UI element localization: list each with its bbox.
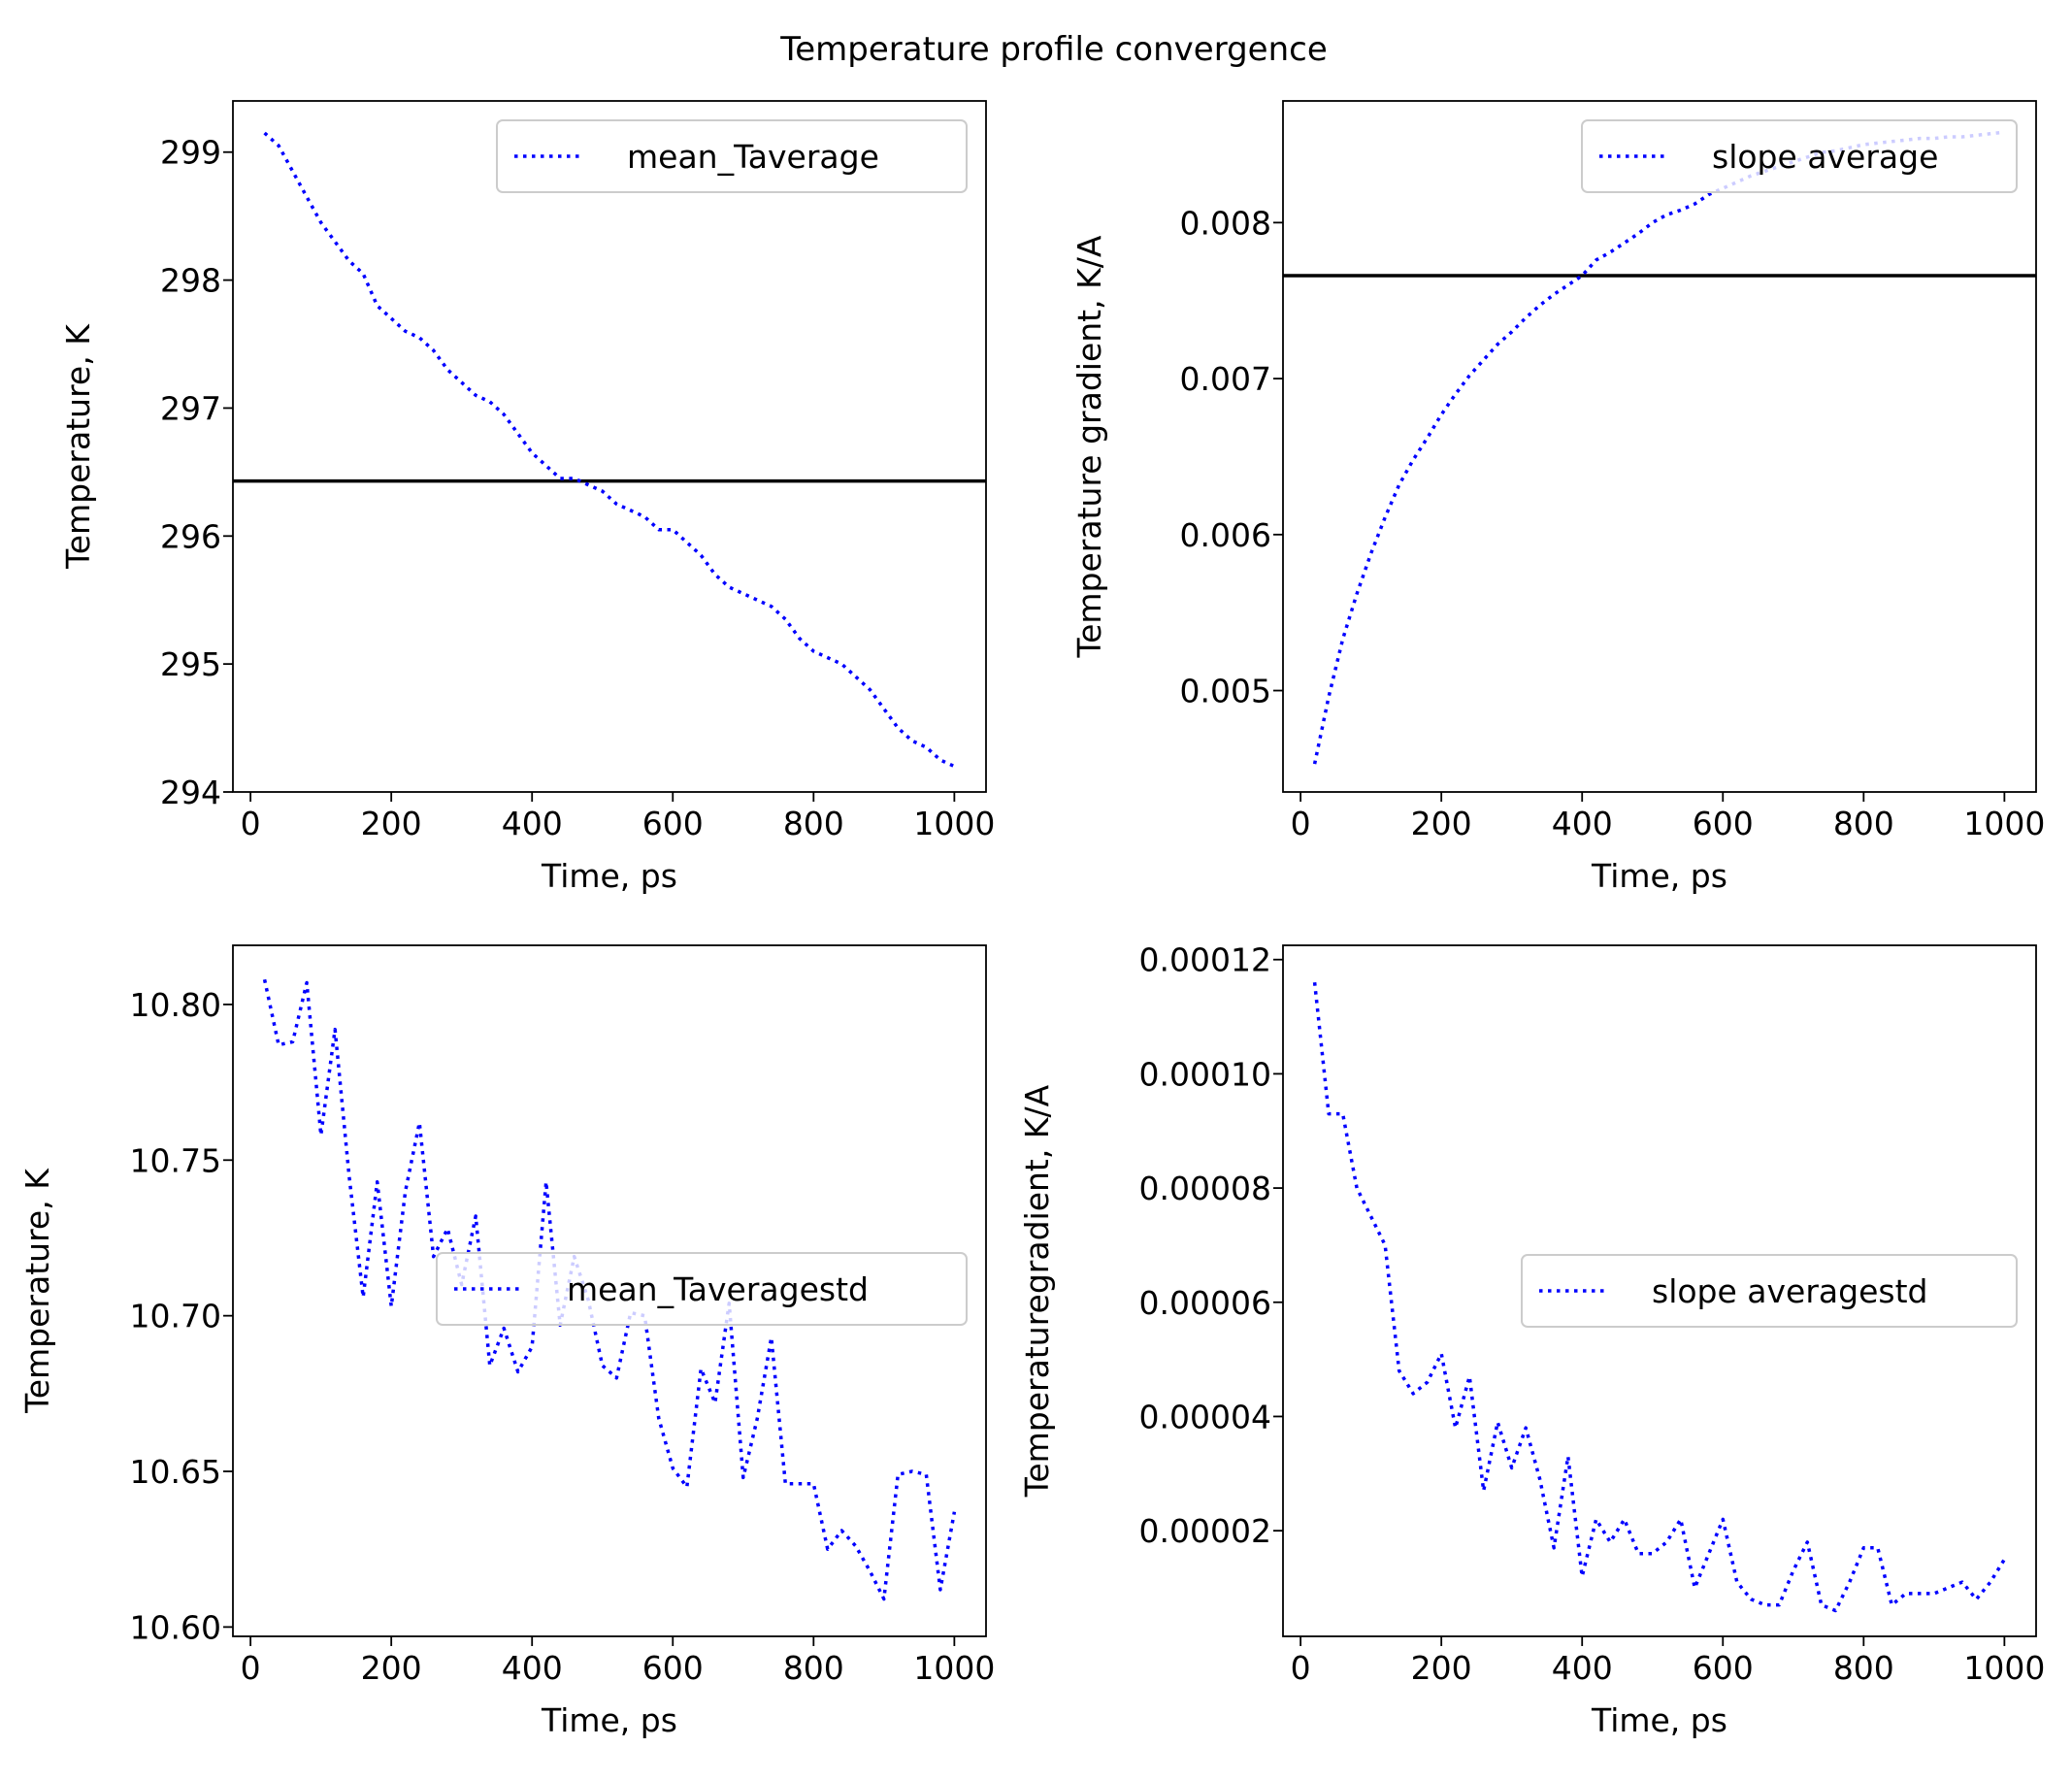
legend: mean_Taverage xyxy=(496,119,968,193)
y-tick-label: 0.005 xyxy=(1180,673,1271,710)
series-line-1 xyxy=(1312,130,2005,765)
y-tick-label: 295 xyxy=(160,645,221,683)
x-tick-label: 800 xyxy=(783,805,844,842)
legend-box xyxy=(1581,119,2018,193)
y-tick-label: 10.60 xyxy=(130,1608,221,1646)
y-tick-label: 10.75 xyxy=(130,1141,221,1179)
y-axis-label: Temperaturegradient, K/A xyxy=(1018,1084,1056,1498)
x-tick-label: 0 xyxy=(241,805,261,842)
x-tick-label: 0 xyxy=(1291,1649,1311,1687)
y-tick-label: 298 xyxy=(160,262,221,300)
legend-label: mean_Taverage xyxy=(627,138,879,176)
x-tick-label: 800 xyxy=(1833,805,1894,842)
chart-panel-1: 0 200 400 600 800 1000 294 295 296 297 298 299 Time,… xyxy=(59,100,995,895)
y-axis-label: Temperature gradient, K/A xyxy=(1070,235,1108,658)
axes-frame xyxy=(1282,944,2037,1637)
x-tick-label: 0 xyxy=(1291,805,1311,842)
chart-panel-2: 0 200 400 600 800 1000 0.005 0.006 0.007 0.008 Tim… xyxy=(1070,100,2045,895)
y-tick-label: 10.65 xyxy=(130,1453,221,1491)
x-tick-label: 200 xyxy=(1411,1649,1472,1687)
y-tick-label: 10.70 xyxy=(130,1298,221,1335)
y-tick-label: 0.006 xyxy=(1180,516,1271,554)
chart-panel-3: 0 200 400 600 800 1000 10.60 10.65 10.70 10.75 10.… xyxy=(18,944,995,1739)
x-tick-label: 600 xyxy=(642,1649,704,1687)
y-tick-label: 294 xyxy=(160,774,221,811)
y-tick-label: 0.00010 xyxy=(1139,1055,1271,1093)
y-tick-label: 0.00002 xyxy=(1139,1512,1271,1550)
x-tick-label: 1000 xyxy=(1963,805,2045,842)
x-tick-label: 1000 xyxy=(913,1649,995,1687)
chart-panel-4: 0 200 400 600 800 1000 0.00002 0.00004 0.00006 0.… xyxy=(1018,941,2045,1739)
legend-box xyxy=(496,119,968,193)
y-tick-label: 0.00004 xyxy=(1139,1398,1271,1435)
x-tick-label: 800 xyxy=(783,1649,844,1687)
y-tick-label: 299 xyxy=(160,134,221,172)
y-tick-label: 296 xyxy=(160,517,221,555)
legend: mean_Taveragestd xyxy=(436,1252,968,1326)
legend: slope averagestd xyxy=(1521,1254,2018,1328)
legend: slope average xyxy=(1581,119,2018,193)
x-tick-label: 600 xyxy=(1693,1649,1754,1687)
x-tick-label: 400 xyxy=(1552,805,1613,842)
x-tick-label: 1000 xyxy=(913,805,995,842)
legend-label: slope average xyxy=(1712,138,1938,176)
y-axis-label: Temperature, K xyxy=(18,1168,56,1414)
y-tick-label: 0.00006 xyxy=(1139,1284,1271,1322)
y-tick-label: 0.00012 xyxy=(1139,941,1271,979)
y-tick-label: 297 xyxy=(160,389,221,427)
legend-label: mean_Taveragestd xyxy=(567,1270,869,1308)
x-tick-label: 200 xyxy=(361,1649,422,1687)
legend-label: slope averagestd xyxy=(1652,1272,1927,1310)
figure-title: Temperature profile convergence xyxy=(779,30,1328,69)
x-tick-label: 400 xyxy=(502,805,563,842)
y-tick-label: 0.008 xyxy=(1180,204,1271,242)
x-tick-label: 400 xyxy=(1552,1649,1613,1687)
x-axis-label: Time, ps xyxy=(1591,1701,1727,1739)
series-line-1 xyxy=(262,978,957,1601)
axes-frame xyxy=(232,100,987,793)
x-tick-label: 800 xyxy=(1833,1649,1894,1687)
x-axis-label: Time, ps xyxy=(1591,857,1727,895)
y-tick-label: 0.007 xyxy=(1180,360,1271,398)
x-tick-label: 1000 xyxy=(1963,1649,2045,1687)
x-tick-label: 200 xyxy=(361,805,422,842)
legend-box xyxy=(1521,1254,2018,1328)
axes-frame xyxy=(232,944,987,1637)
x-tick-label: 0 xyxy=(241,1649,261,1687)
x-tick-label: 600 xyxy=(642,805,704,842)
x-tick-label: 400 xyxy=(502,1649,563,1687)
series-line-1 xyxy=(263,131,956,769)
x-axis-label: Time, ps xyxy=(541,857,677,895)
y-tick-label: 10.80 xyxy=(130,986,221,1024)
y-tick-label: 0.00008 xyxy=(1139,1170,1271,1207)
x-tick-label: 600 xyxy=(1693,805,1754,842)
x-axis-label: Time, ps xyxy=(541,1701,677,1739)
x-tick-label: 200 xyxy=(1411,805,1472,842)
axes-frame xyxy=(1282,100,2037,793)
legend-box xyxy=(436,1252,968,1326)
y-axis-label: Temperature, K xyxy=(59,323,97,570)
